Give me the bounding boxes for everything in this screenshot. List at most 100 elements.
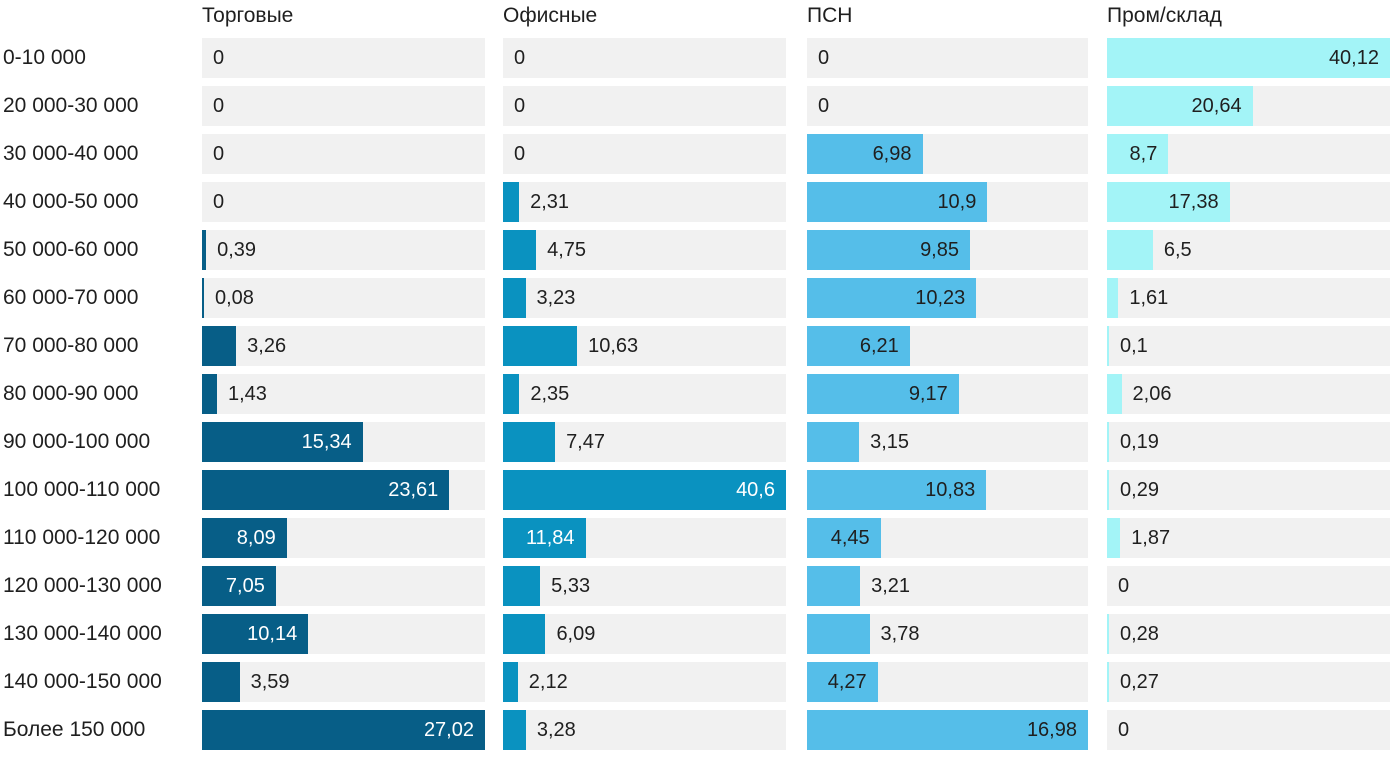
bar xyxy=(1107,326,1109,366)
bar-track: 1,87 xyxy=(1107,518,1390,558)
category-label: 50 000-60 000 xyxy=(3,238,139,261)
bar-track: 1,43 xyxy=(202,374,485,414)
value-label: 0,08 xyxy=(215,287,254,309)
value-label: 3,23 xyxy=(536,287,576,309)
bar-track: 3,59 xyxy=(202,662,485,702)
value-label: 0,28 xyxy=(1120,623,1159,645)
bar-track: 0 xyxy=(503,86,786,126)
value-label: 0 xyxy=(1118,719,1130,741)
column-headers-row: Торговые Офисные ПСН Пром/склад xyxy=(0,3,1400,29)
value-label: 40,6 xyxy=(736,479,775,501)
bar-track: 4,45 xyxy=(807,518,1088,558)
bar-track: 4,27 xyxy=(807,662,1088,702)
grouped-bar-chart: Торговые Офисные ПСН Пром/склад 0-10 000… xyxy=(0,3,1400,769)
column-header-ofisnye: Офисные xyxy=(503,4,598,27)
bar xyxy=(503,470,786,510)
value-label: 2,35 xyxy=(530,383,570,405)
value-label: 27,02 xyxy=(423,719,474,741)
bar-track: 10,9 xyxy=(807,182,1088,222)
category-label: 140 000-150 000 xyxy=(3,670,162,693)
chart-row: 80 000-90 000 1,43 2,35 9,17 2,06 xyxy=(0,374,1400,414)
value-label: 3,78 xyxy=(880,623,920,645)
bar-track: 3,15 xyxy=(807,422,1088,462)
bar xyxy=(807,422,860,462)
bar-track: 0 xyxy=(202,38,485,78)
bar xyxy=(1107,518,1121,558)
bar xyxy=(807,518,881,558)
column-header-psn: ПСН xyxy=(807,4,853,27)
chart-row: 0-10 000 0 0 0 40,12 xyxy=(0,38,1400,78)
category-label: 80 000-90 000 xyxy=(3,382,139,405)
category-label: 30 000-40 000 xyxy=(3,142,139,165)
value-label: 7,47 xyxy=(566,431,605,453)
value-label: 0 xyxy=(818,95,830,117)
bar-track: 16,98 xyxy=(807,710,1088,750)
bar xyxy=(202,470,450,510)
bar xyxy=(503,230,537,270)
value-label: 8,7 xyxy=(1129,143,1158,165)
value-label: 6,5 xyxy=(1163,239,1192,261)
category-label: 100 000-110 000 xyxy=(3,478,161,501)
bar xyxy=(807,374,959,414)
value-label: 0 xyxy=(213,47,225,69)
header-spacer xyxy=(0,3,202,29)
value-label: 11,84 xyxy=(525,527,575,549)
bar-track: 0,29 xyxy=(1107,470,1390,510)
chart-row: 130 000-140 000 10,14 6,09 3,78 0,28 xyxy=(0,614,1400,654)
bar-track: 11,84 xyxy=(503,518,786,558)
bar-track: 0,1 xyxy=(1107,326,1390,366)
bar-track: 40,12 xyxy=(1107,38,1390,78)
bar-track: 6,21 xyxy=(807,326,1088,366)
value-label: 40,12 xyxy=(1328,47,1379,69)
value-label: 15,34 xyxy=(301,431,352,453)
bar-track: 0,19 xyxy=(1107,422,1390,462)
bar-track: 10,83 xyxy=(807,470,1088,510)
bar-track: 0 xyxy=(202,182,485,222)
bar xyxy=(202,710,485,750)
column-header-torgovye: Торговые xyxy=(202,4,294,27)
bar-track: 2,12 xyxy=(503,662,786,702)
bar xyxy=(807,134,923,174)
bar-track: 8,09 xyxy=(202,518,485,558)
value-label: 0,29 xyxy=(1120,479,1159,501)
value-label: 6,21 xyxy=(859,335,899,357)
value-label: 8,09 xyxy=(236,527,276,549)
chart-rows: 0-10 000 0 0 0 40,12 20 000-30 000 0 0 0 20,64 30 … xyxy=(0,38,1400,750)
bar xyxy=(503,614,546,654)
bar xyxy=(1107,182,1230,222)
value-label: 4,45 xyxy=(830,527,870,549)
bar xyxy=(503,566,541,606)
value-label: 0 xyxy=(514,47,526,69)
bar xyxy=(807,326,910,366)
chart-row: 120 000-130 000 7,05 5,33 3,21 0 xyxy=(0,566,1400,606)
bar xyxy=(807,614,870,654)
bar xyxy=(202,566,276,606)
bar xyxy=(503,422,556,462)
bar xyxy=(202,662,240,702)
bar xyxy=(1107,38,1390,78)
value-label: 0 xyxy=(1118,575,1130,597)
chart-row: 50 000-60 000 0,39 4,75 9,85 6,5 xyxy=(0,230,1400,270)
bar xyxy=(503,518,586,558)
chart-row: 20 000-30 000 0 0 0 20,64 xyxy=(0,86,1400,126)
category-label: 60 000-70 000 xyxy=(3,286,139,309)
bar xyxy=(1107,374,1122,414)
bar xyxy=(1107,470,1110,510)
bar-track: 0,27 xyxy=(1107,662,1390,702)
bar xyxy=(503,278,526,318)
category-label: 90 000-100 000 xyxy=(3,430,151,453)
bar xyxy=(202,422,363,462)
bar-track: 6,5 xyxy=(1107,230,1390,270)
bar xyxy=(807,278,977,318)
column-header-prom-sklad: Пром/склад xyxy=(1107,4,1222,27)
value-label: 0 xyxy=(818,47,830,69)
bar xyxy=(202,518,287,558)
value-label: 2,31 xyxy=(530,191,570,213)
value-label: 10,14 xyxy=(247,623,298,645)
chart-row: 100 000-110 000 23,61 40,6 10,83 0,29 xyxy=(0,470,1400,510)
bar-track: 23,61 xyxy=(202,470,485,510)
bar xyxy=(1107,422,1109,462)
bar xyxy=(202,278,204,318)
bar xyxy=(1107,230,1153,270)
value-label: 3,21 xyxy=(871,575,911,597)
